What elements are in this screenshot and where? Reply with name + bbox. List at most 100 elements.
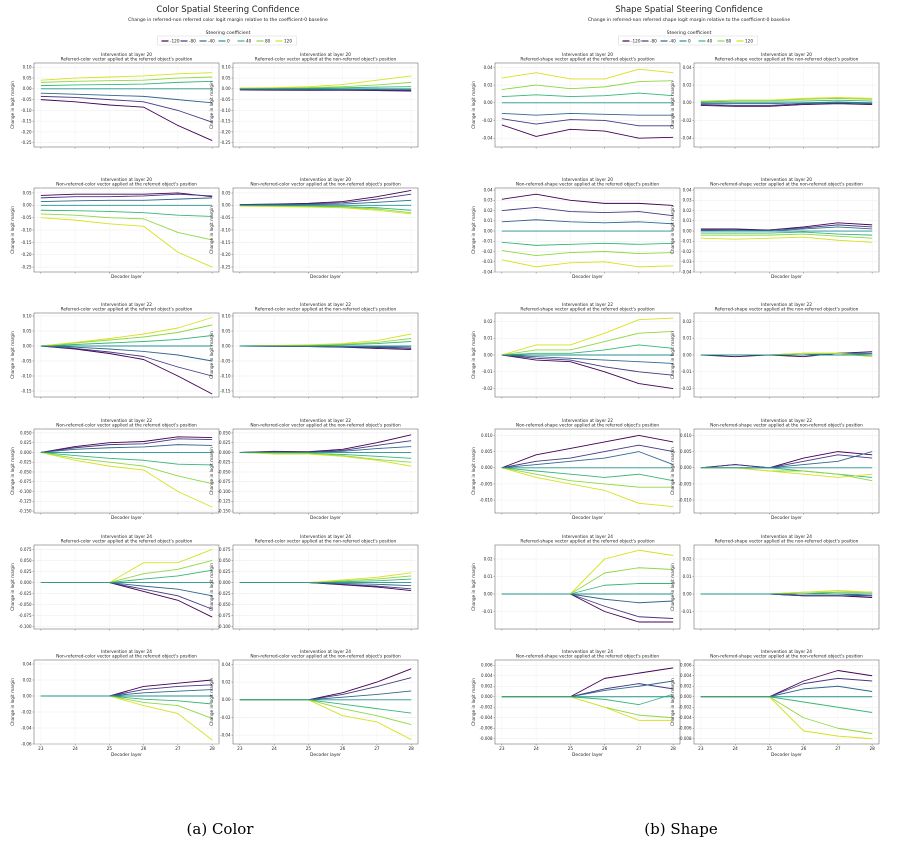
subplot: Intervention at layer 22Non-referred-sha… xyxy=(670,418,880,521)
y-tick-label: 0.01 xyxy=(484,218,493,223)
y-tick-label: -0.004 xyxy=(480,715,493,720)
subplot: Intervention at layer 24Non-referred-col… xyxy=(10,649,220,758)
subplot-subtitle: Non-referred-shape vector applied at the… xyxy=(516,654,659,660)
series-line-coef-80 xyxy=(40,76,213,83)
x-tick-label: 24 xyxy=(533,746,539,751)
y-tick-label: -0.002 xyxy=(480,705,493,710)
y-tick-label: -0.02 xyxy=(482,249,493,254)
subplot-subtitle: Referred-shape vector applied at the non… xyxy=(715,57,859,63)
series-line-coef-80 xyxy=(501,467,674,488)
y-axis-label: Change in logit margin xyxy=(670,447,675,495)
y-tick-label: -0.01 xyxy=(681,239,692,244)
subplot-title: Intervention at layer 22 xyxy=(761,418,812,424)
subplot: Intervention at layer 20Non-referred-sha… xyxy=(670,177,880,280)
y-tick-label: -0.15 xyxy=(21,388,32,393)
y-tick-label: -0.10 xyxy=(21,108,32,113)
series-line-coef--80 xyxy=(501,118,674,127)
series-line-coef-40 xyxy=(501,344,674,356)
y-tick-label: 0.00 xyxy=(222,86,231,91)
y-tick-label: 0.002 xyxy=(680,684,692,689)
y-tick-label: -0.025 xyxy=(19,591,32,596)
y-tick-label: -0.01 xyxy=(681,609,692,614)
y-tick-label: 0.10 xyxy=(23,313,32,318)
x-tick-label: 25 xyxy=(568,746,574,751)
x-tick-label: 26 xyxy=(602,746,608,751)
caption-shape: (b) Shape xyxy=(644,820,718,838)
caption-color: (a) Color xyxy=(186,820,254,838)
series-line-coef--80 xyxy=(700,454,873,469)
subplot-title: Intervention at layer 24 xyxy=(562,534,613,540)
legend-label: 0 xyxy=(227,39,230,44)
x-tick-label: 26 xyxy=(141,746,147,751)
subplot-title: Intervention at layer 22 xyxy=(761,302,812,308)
series-line-coef-40 xyxy=(40,451,213,466)
x-tick-label: 24 xyxy=(271,746,277,751)
y-tick-label: 0.02 xyxy=(484,208,493,213)
y-tick-label: -0.02 xyxy=(220,715,231,720)
legend-label: 40 xyxy=(707,39,713,44)
subplot-title: Intervention at layer 24 xyxy=(300,649,351,655)
y-tick-label: 0.075 xyxy=(20,547,32,552)
y-tick-label: 0.00 xyxy=(484,352,493,357)
subplot-title: Intervention at layer 20 xyxy=(101,52,152,58)
series-line-coef--120 xyxy=(40,436,213,453)
y-tick-label: 0.00 xyxy=(683,100,692,105)
subplot-subtitle: Referred-shape vector applied at the ref… xyxy=(520,539,654,545)
y-tick-label: 0.050 xyxy=(219,558,231,563)
y-axis-label: Change in logit margin xyxy=(209,206,214,254)
subplot: Intervention at layer 20Non-referred-col… xyxy=(10,177,220,280)
series-line-coef-80 xyxy=(40,213,213,241)
y-tick-label: -0.10 xyxy=(21,373,32,378)
x-axis-label: Decoder layer xyxy=(111,515,142,521)
y-tick-label: -0.075 xyxy=(218,479,231,484)
series-line-coef-120 xyxy=(239,333,412,347)
subplot-subtitle: Referred-color vector applied at the ref… xyxy=(61,307,193,313)
y-tick-label: -0.002 xyxy=(679,705,692,710)
series-line-coef--80 xyxy=(40,345,213,377)
figure-title: Color Spatial Steering Confidence xyxy=(156,5,299,15)
y-tick-label: -0.050 xyxy=(19,602,32,607)
y-tick-label: -0.05 xyxy=(21,358,32,363)
y-tick-label: -0.025 xyxy=(19,460,32,465)
y-tick-label: -0.04 xyxy=(220,733,231,738)
y-tick-label: 0.00 xyxy=(23,86,32,91)
subplot-title: Intervention at layer 20 xyxy=(761,52,812,58)
y-tick-label: 0.004 xyxy=(481,673,493,678)
series-line-coef-80 xyxy=(700,233,873,239)
legend-label: -120 xyxy=(170,39,180,44)
x-tick-label: 23 xyxy=(698,746,704,751)
subplot-title: Intervention at layer 24 xyxy=(562,649,613,655)
y-axis-label: Change in logit margin xyxy=(10,447,15,495)
plot-area xyxy=(494,187,681,273)
series-line-coef-40 xyxy=(40,80,213,87)
series-line-coef--40 xyxy=(40,444,213,453)
y-tick-label: 0.025 xyxy=(219,440,231,445)
series-line-coef--40 xyxy=(501,451,674,469)
series-line-coef--80 xyxy=(40,95,213,123)
y-tick-label: 0.10 xyxy=(222,65,231,70)
subplot-title: Intervention at layer 22 xyxy=(562,418,613,424)
x-tick-label: 26 xyxy=(801,746,807,751)
y-tick-label: -0.10 xyxy=(21,227,32,232)
series-line-coef--120 xyxy=(501,193,674,206)
legend-label: 0 xyxy=(688,39,691,44)
subplot-title: Intervention at layer 20 xyxy=(562,177,613,183)
y-axis-label: Change in logit margin xyxy=(670,563,675,611)
subplot-subtitle: Non-referred-color vector applied at the… xyxy=(250,182,401,188)
x-axis-label: Decoder layer xyxy=(310,515,341,521)
series-line-coef-120 xyxy=(40,217,213,268)
y-tick-label: -0.05 xyxy=(21,97,32,102)
y-tick-label: 0.00 xyxy=(23,203,32,208)
subplot: Intervention at layer 24Non-referred-sha… xyxy=(471,649,681,758)
series-line-coef-40 xyxy=(700,99,873,103)
y-axis-label: Change in logit margin xyxy=(471,447,476,495)
subplot-subtitle: Non-referred-shape vector applied at the… xyxy=(516,182,659,188)
y-tick-label: -0.04 xyxy=(681,136,692,141)
subplot-subtitle: Non-referred-color vector applied at the… xyxy=(250,654,401,660)
plot-area xyxy=(232,312,419,398)
subplot-subtitle: Non-referred-color vector applied at the… xyxy=(56,182,197,188)
